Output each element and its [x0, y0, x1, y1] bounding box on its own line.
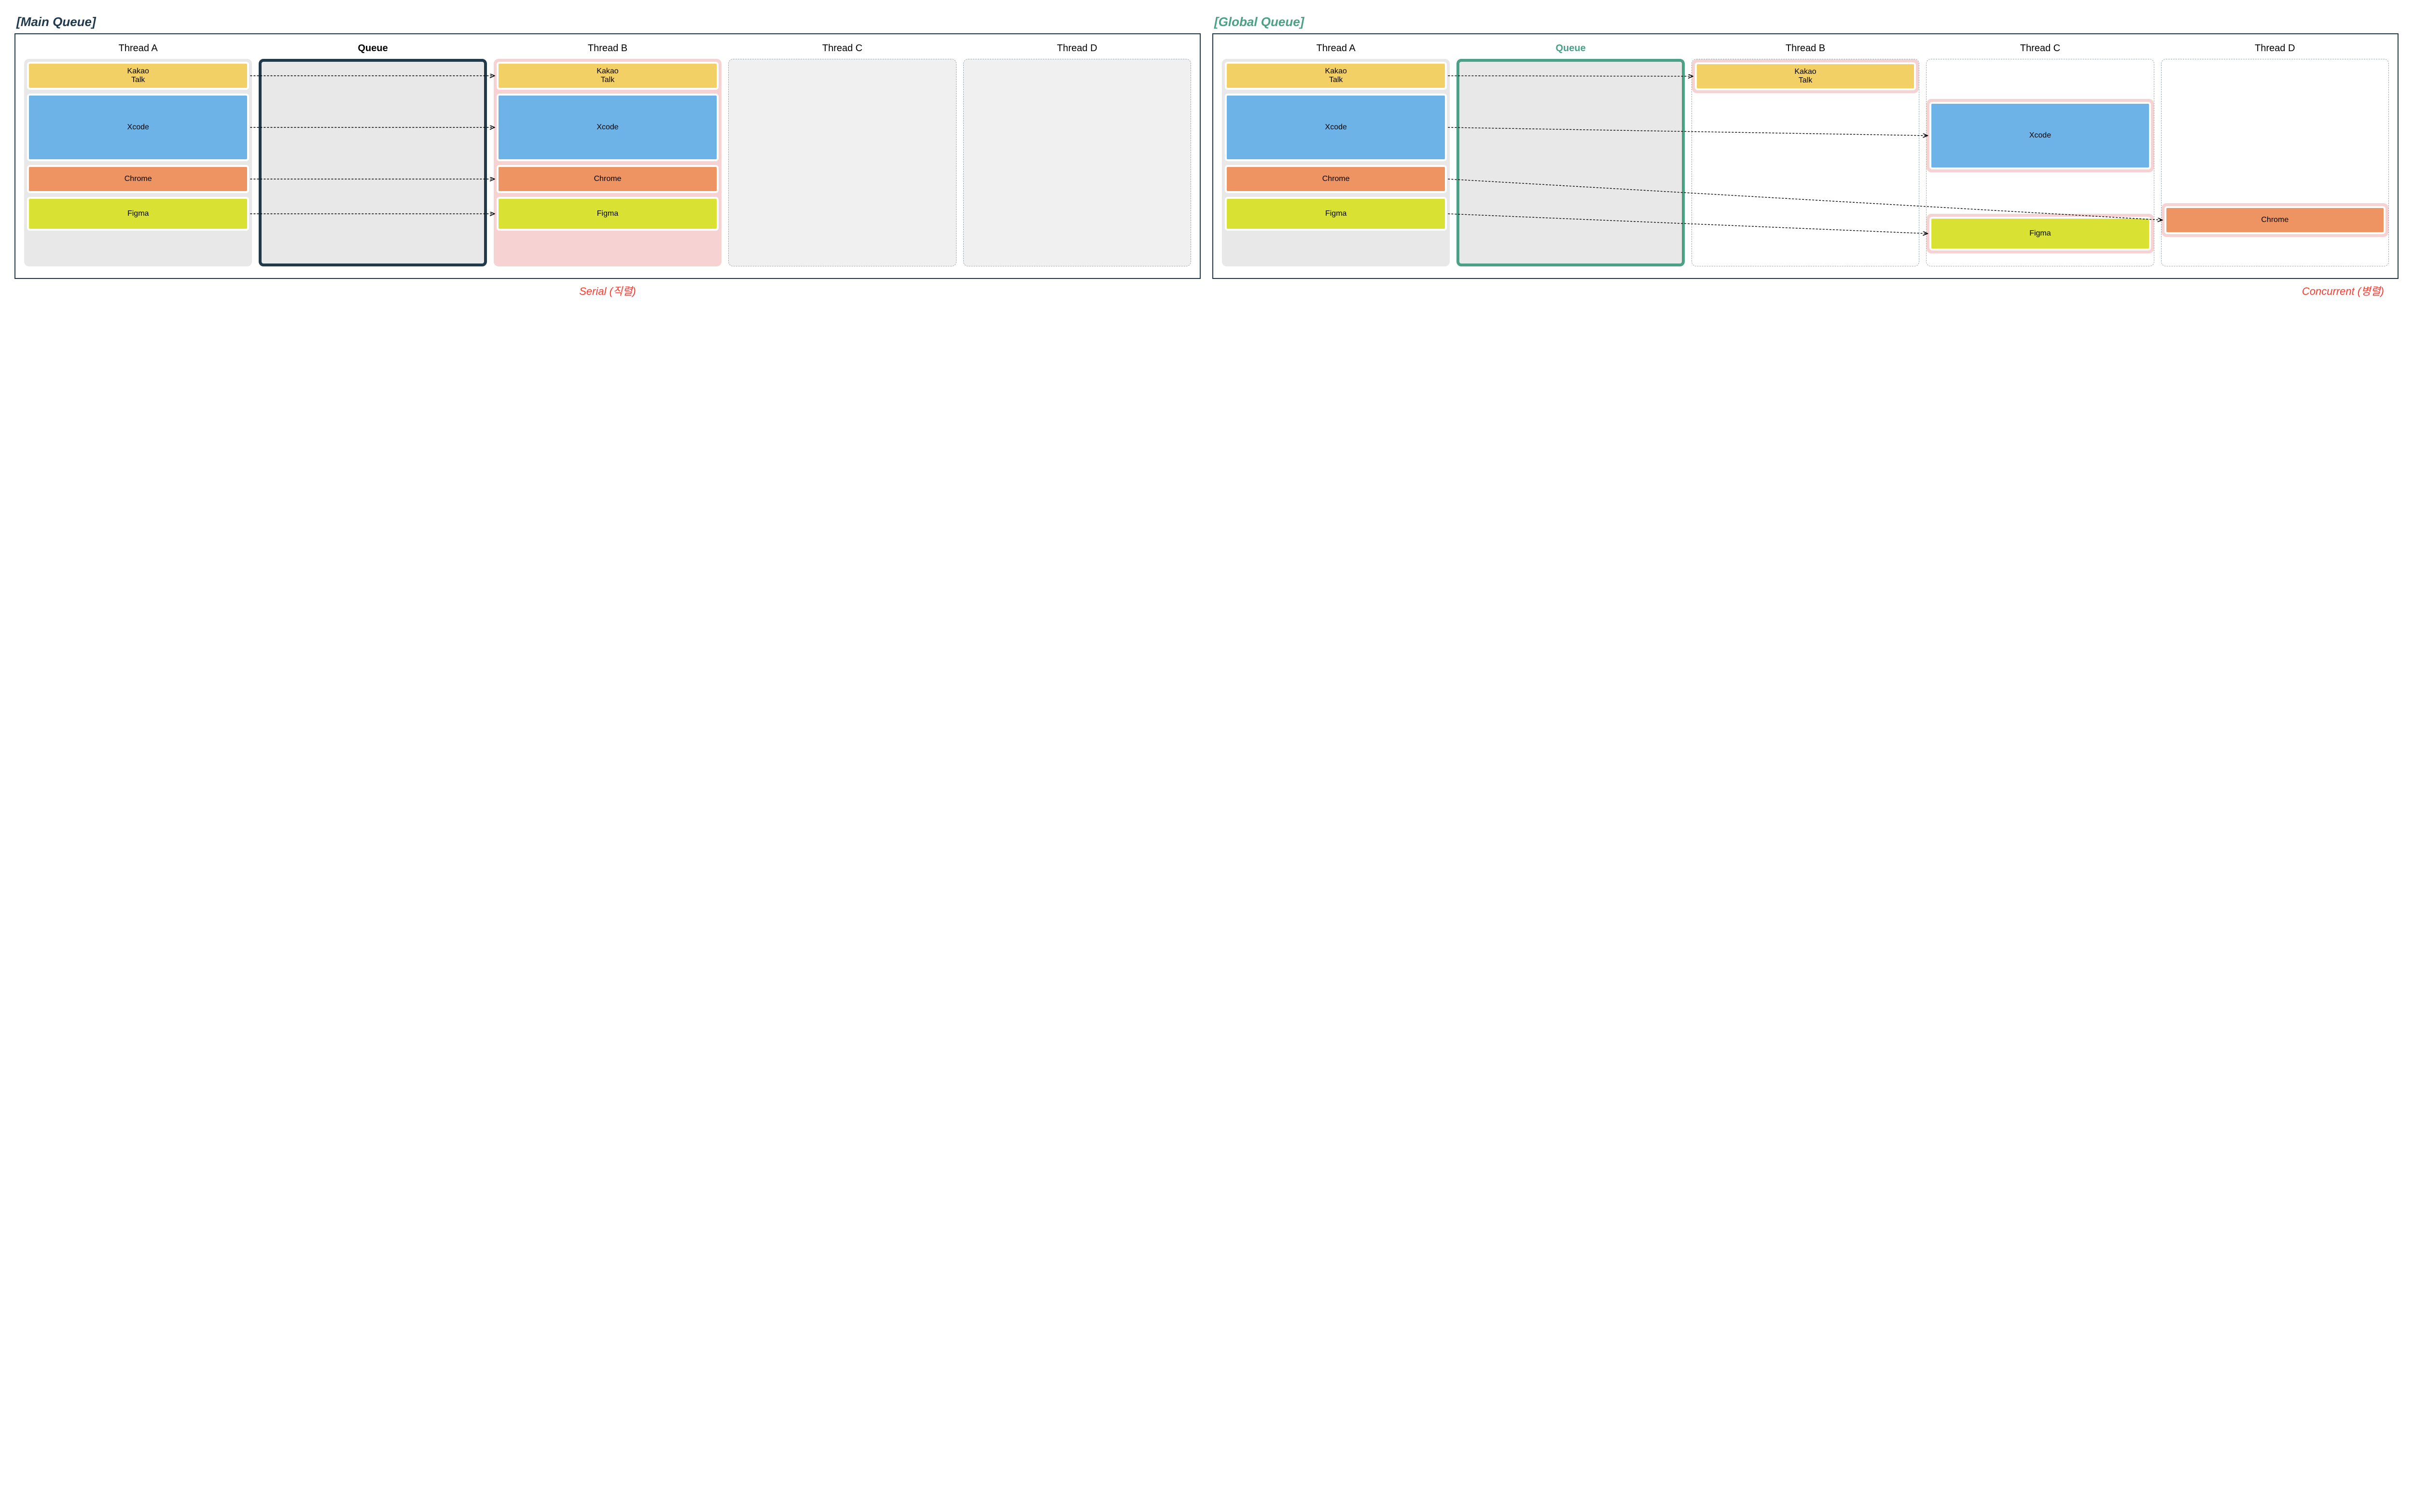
- queue-header-right: Queue: [1456, 43, 1684, 54]
- thread-a-body: KakaoTalk Xcode Chrome Figma: [1222, 59, 1450, 266]
- task-figma: Figma: [1929, 217, 2150, 250]
- diagram-root: [Main Queue] Thread A KakaoTalk Xcode Ch…: [14, 14, 2399, 298]
- spacer: [1927, 59, 2153, 95]
- thread-d-header: Thread D: [963, 43, 1191, 54]
- thread-d-body-left: [963, 59, 1191, 266]
- task-xcode: Xcode: [1225, 94, 1447, 161]
- thread-b-body-right: KakaoTalk: [1692, 59, 1919, 266]
- thread-c-col-right: Thread C Xcode Figma: [1926, 43, 2154, 266]
- thread-d-col-right: Thread D Chrome: [2161, 43, 2389, 266]
- queue-header-left: Queue: [259, 43, 486, 54]
- thread-a-body: KakaoTalk Xcode Chrome Figma: [24, 59, 252, 266]
- task-kakao: KakaoTalk: [497, 62, 719, 90]
- thread-c-header: Thread C: [728, 43, 956, 54]
- task-chrome: Chrome: [497, 165, 719, 193]
- thread-a-col-left: Thread A KakaoTalk Xcode Chrome Figma: [24, 43, 252, 266]
- task-xcode: Xcode: [1929, 102, 2150, 169]
- thread-b-header: Thread B: [1692, 43, 1919, 54]
- global-queue-box: Thread A KakaoTalk Xcode Chrome Figma Qu…: [1212, 33, 2399, 279]
- main-queue-title: [Main Queue]: [16, 14, 1201, 29]
- task-kakao: KakaoTalk: [1225, 62, 1447, 90]
- task-figma: Figma: [1225, 197, 1447, 231]
- thread-b-header: Thread B: [494, 43, 721, 54]
- task-chrome: Chrome: [2164, 206, 2385, 234]
- task-xcode: Xcode: [497, 94, 719, 161]
- task-chrome: Chrome: [27, 165, 249, 193]
- global-queue-title: [Global Queue]: [1214, 14, 2399, 29]
- pink-wrap: Xcode: [1927, 99, 2153, 172]
- task-chrome: Chrome: [1225, 165, 1447, 193]
- task-xcode: Xcode: [27, 94, 249, 161]
- serial-caption: Serial (직렬): [14, 283, 1201, 298]
- queue-body-right: [1456, 59, 1684, 266]
- pink-wrap: Figma: [1927, 214, 2153, 253]
- main-queue-columns: Thread A KakaoTalk Xcode Chrome Figma Qu…: [24, 43, 1191, 266]
- main-queue-panel: [Main Queue] Thread A KakaoTalk Xcode Ch…: [14, 14, 1201, 298]
- global-queue-panel: [Global Queue] Thread A KakaoTalk Xcode …: [1212, 14, 2399, 298]
- thread-c-header: Thread C: [1926, 43, 2154, 54]
- spacer: [1927, 176, 2153, 210]
- thread-c-body-right: Xcode Figma: [1926, 59, 2154, 266]
- global-queue-columns: Thread A KakaoTalk Xcode Chrome Figma Qu…: [1222, 43, 2389, 266]
- pink-wrap: KakaoTalk: [1692, 59, 1919, 93]
- thread-b-col-left: Thread B KakaoTalk Xcode Chrome Figma: [494, 43, 721, 266]
- queue-body-left: [259, 59, 486, 266]
- queue-col-left: Queue: [259, 43, 486, 266]
- main-queue-box: Thread A KakaoTalk Xcode Chrome Figma Qu…: [14, 33, 1201, 279]
- thread-d-header: Thread D: [2161, 43, 2389, 54]
- task-kakao: KakaoTalk: [27, 62, 249, 90]
- thread-b-body-left: KakaoTalk Xcode Chrome Figma: [494, 59, 721, 266]
- pink-wrap: Chrome: [2162, 203, 2388, 237]
- thread-a-header: Thread A: [1222, 43, 1450, 54]
- concurrent-caption: Concurrent (병렬): [1212, 283, 2399, 298]
- spacer: [2162, 59, 2388, 199]
- task-kakao: KakaoTalk: [1695, 62, 1916, 90]
- thread-b-col-right: Thread B KakaoTalk: [1692, 43, 1919, 266]
- thread-d-col-left: Thread D: [963, 43, 1191, 266]
- thread-d-body-right: Chrome: [2161, 59, 2389, 266]
- thread-a-col-right: Thread A KakaoTalk Xcode Chrome Figma: [1222, 43, 1450, 266]
- thread-c-col-left: Thread C: [728, 43, 956, 266]
- queue-col-right: Queue: [1456, 43, 1684, 266]
- thread-c-body-left: [728, 59, 956, 266]
- task-figma: Figma: [497, 197, 719, 231]
- thread-a-header: Thread A: [24, 43, 252, 54]
- task-figma: Figma: [27, 197, 249, 231]
